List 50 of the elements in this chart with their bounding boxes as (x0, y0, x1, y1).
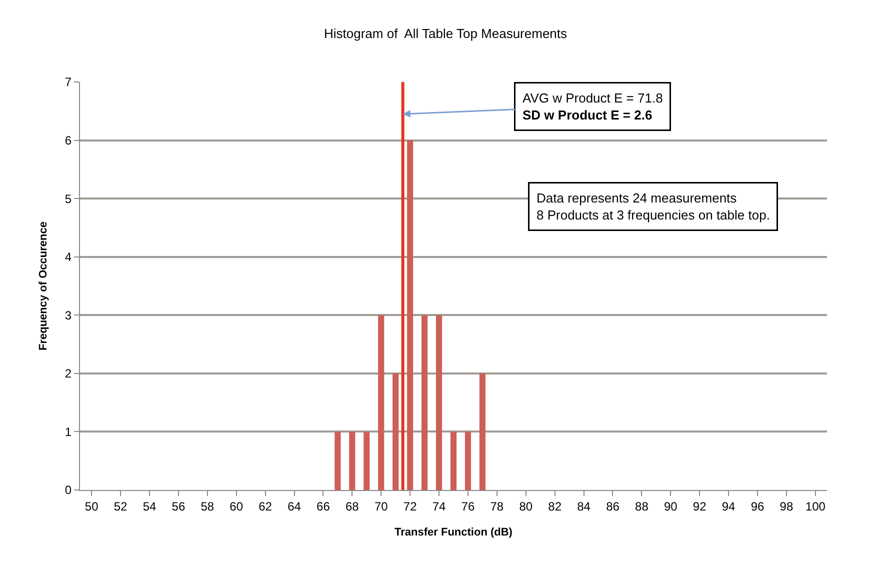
x-tick-label: 72 (403, 499, 418, 514)
y-tick-label: 7 (64, 75, 72, 90)
x-tick-label: 92 (692, 499, 707, 514)
y-axis-title: Frequency of Occurence (38, 222, 50, 350)
bar (464, 432, 472, 490)
y-tick-label: 3 (64, 308, 72, 322)
bar (334, 432, 341, 490)
y-tick-label: 1 (64, 424, 72, 439)
x-tick-label: 74 (432, 499, 446, 514)
x-tick-label: 66 (316, 499, 330, 514)
x-tick-label: 62 (258, 499, 272, 514)
x-tick-label: 94 (722, 499, 736, 514)
x-tick-label: 68 (345, 499, 360, 514)
bar (422, 315, 428, 490)
y-tick-label: 5 (64, 192, 72, 206)
annotation: AVG w Product E = 71.8 SD w Product E = 2.6 (522, 90, 663, 122)
x-tick-label: 84 (577, 499, 591, 514)
x-tick-label: 96 (750, 499, 765, 514)
y-tick-label: 6 (64, 133, 72, 148)
bar (436, 315, 442, 490)
bar (364, 432, 370, 490)
x-tick-label: 76 (461, 499, 475, 514)
x-tick-label: 98 (780, 499, 794, 514)
x-tick-label: 56 (172, 499, 186, 514)
x-tick-label: 82 (548, 499, 562, 514)
x-tick-label: 52 (114, 499, 128, 514)
x-tick-label: 50 (84, 499, 99, 514)
x-axis-title: Transfer Function (dB) (394, 526, 513, 539)
bar (407, 140, 414, 490)
x-tick-label: 100 (805, 499, 826, 514)
x-tick-label: 86 (606, 499, 620, 514)
y-tick-label: 4 (64, 250, 72, 264)
y-tick-label: 2 (64, 366, 72, 381)
bar (392, 373, 399, 490)
x-tick-label: 58 (200, 499, 214, 514)
y-tick-label: 0 (64, 483, 72, 498)
x-tick-label: 70 (374, 499, 388, 514)
x-tick-label: 90 (664, 499, 678, 514)
x-tick-label: 60 (230, 499, 244, 514)
bar (349, 432, 356, 490)
bar (479, 373, 486, 490)
annotation: Data represents 24 measurements 8 Products at 3 frequencies on table top. (536, 190, 770, 222)
bar (450, 432, 457, 490)
x-tick-label: 64 (288, 499, 302, 514)
x-tick-label: 54 (142, 499, 156, 514)
x-tick-label: 78 (490, 499, 504, 514)
x-tick-label: 80 (519, 499, 533, 514)
bar (378, 315, 384, 490)
x-tick-label: 88 (635, 499, 649, 514)
chart-title: Histogram of All Table Top Measurements (324, 26, 568, 41)
